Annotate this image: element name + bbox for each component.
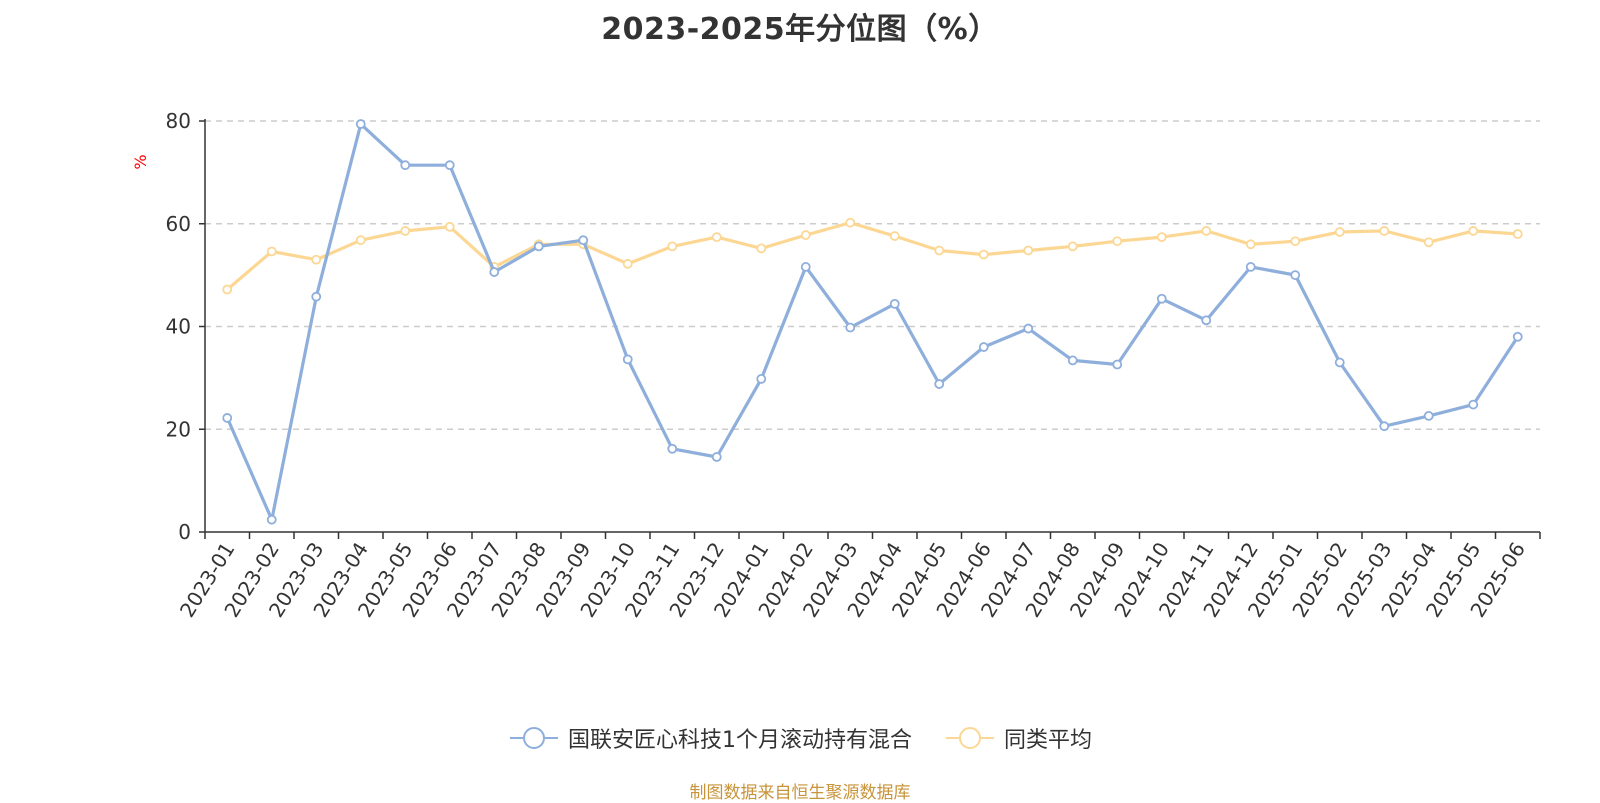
- series-1-point[interactable]: [1512, 331, 1523, 342]
- y-tick-label: 60: [166, 212, 191, 236]
- series-1-point[interactable]: [1423, 410, 1434, 421]
- legend-label-series-2: 同类平均: [1003, 728, 1092, 753]
- series-1-point[interactable]: [1290, 270, 1301, 281]
- y-tick-label: 20: [166, 417, 191, 441]
- series-1-point[interactable]: [1023, 323, 1034, 334]
- legend-item-series-2[interactable]: 同类平均: [944, 722, 1092, 754]
- series-2-point[interactable]: [1023, 245, 1034, 256]
- grid-lines: [205, 120, 1540, 430]
- series-1-point[interactable]: [489, 267, 500, 277]
- series-1-point[interactable]: [222, 413, 233, 423]
- series-2-point[interactable]: [1334, 227, 1345, 237]
- series-1-point[interactable]: [1468, 399, 1479, 410]
- y-tick-label: 80: [166, 109, 191, 133]
- series-1-point[interactable]: [889, 298, 900, 309]
- series-1-point[interactable]: [1334, 357, 1345, 368]
- series-2-point[interactable]: [1112, 236, 1123, 247]
- series-2-point[interactable]: [1245, 239, 1256, 250]
- series-1-point[interactable]: [400, 160, 411, 171]
- series-2-point[interactable]: [800, 230, 811, 240]
- series-2-point[interactable]: [444, 221, 455, 232]
- y-tick-labels: 0 20 40 60 80: [166, 109, 191, 544]
- series-2-point[interactable]: [400, 226, 411, 236]
- series-2-point[interactable]: [1290, 236, 1301, 247]
- series-2-point[interactable]: [934, 245, 945, 256]
- series-1-point[interactable]: [533, 241, 544, 252]
- legend-marker-series-2: [945, 727, 994, 749]
- series-2-point[interactable]: [756, 243, 767, 254]
- legend-label-series-1: 国联安匠心科技1个月滚动持有混合: [567, 728, 912, 753]
- series-2-point[interactable]: [978, 249, 989, 260]
- series-line-2: [225, 221, 1520, 292]
- series-2-point[interactable]: [711, 232, 722, 243]
- series-2-point[interactable]: [222, 284, 233, 295]
- series-2-point[interactable]: [1201, 226, 1212, 236]
- series-1-point[interactable]: [1379, 421, 1390, 432]
- series-1-point[interactable]: [266, 514, 277, 525]
- series-2-point[interactable]: [622, 258, 633, 269]
- series-1-point[interactable]: [311, 291, 322, 302]
- series-1-point[interactable]: [622, 354, 633, 365]
- series-1-point[interactable]: [711, 452, 722, 462]
- series-2-point[interactable]: [889, 231, 900, 241]
- legend-item-series-1[interactable]: 国联安匠心科技1个月滚动持有混合: [508, 722, 912, 754]
- series-1-point[interactable]: [578, 235, 589, 246]
- series-2-point[interactable]: [1067, 241, 1078, 252]
- series-2-point[interactable]: [1423, 237, 1434, 248]
- series-1-point[interactable]: [355, 119, 366, 129]
- series-2-point[interactable]: [667, 241, 678, 252]
- series-2-point[interactable]: [1379, 226, 1390, 236]
- series-1-point[interactable]: [444, 160, 455, 171]
- series-2-point[interactable]: [845, 217, 856, 228]
- y-tick-label: 0: [178, 520, 191, 544]
- series-2-point[interactable]: [1156, 232, 1167, 243]
- x-tick-labels: 2023-012023-022023-032023-042023-052023-…: [175, 538, 1530, 622]
- y-axis-label: %: [131, 154, 150, 169]
- source-note: 制图数据来自恒生聚源数据库: [689, 783, 911, 803]
- series-1-point[interactable]: [1245, 262, 1256, 272]
- series-1-point[interactable]: [1112, 359, 1123, 370]
- series-1-point[interactable]: [667, 443, 678, 454]
- series-1-point[interactable]: [934, 379, 945, 389]
- series-1-point[interactable]: [845, 322, 856, 333]
- series-1-point[interactable]: [978, 342, 989, 352]
- series-1-point[interactable]: [756, 374, 767, 384]
- axes: [199, 119, 1541, 539]
- series-1-point[interactable]: [800, 262, 811, 272]
- series-line-1: [225, 122, 1520, 522]
- series-2-point[interactable]: [266, 246, 277, 257]
- series-1-point[interactable]: [1156, 293, 1167, 304]
- chart-title: 2023-2025年分位图（%）: [601, 12, 999, 47]
- series-1-point[interactable]: [1067, 355, 1078, 366]
- series-2-point[interactable]: [1512, 229, 1523, 239]
- series-2-point[interactable]: [1468, 226, 1479, 236]
- series-1-point[interactable]: [1201, 315, 1212, 326]
- legend: 国联安匠心科技1个月滚动持有混合 同类平均: [0, 722, 1600, 754]
- y-tick-label: 40: [166, 315, 191, 339]
- series-2-point[interactable]: [355, 235, 366, 246]
- legend-marker-series-1: [509, 727, 558, 749]
- series-lines: [222, 119, 1523, 525]
- series-2-point[interactable]: [311, 254, 322, 265]
